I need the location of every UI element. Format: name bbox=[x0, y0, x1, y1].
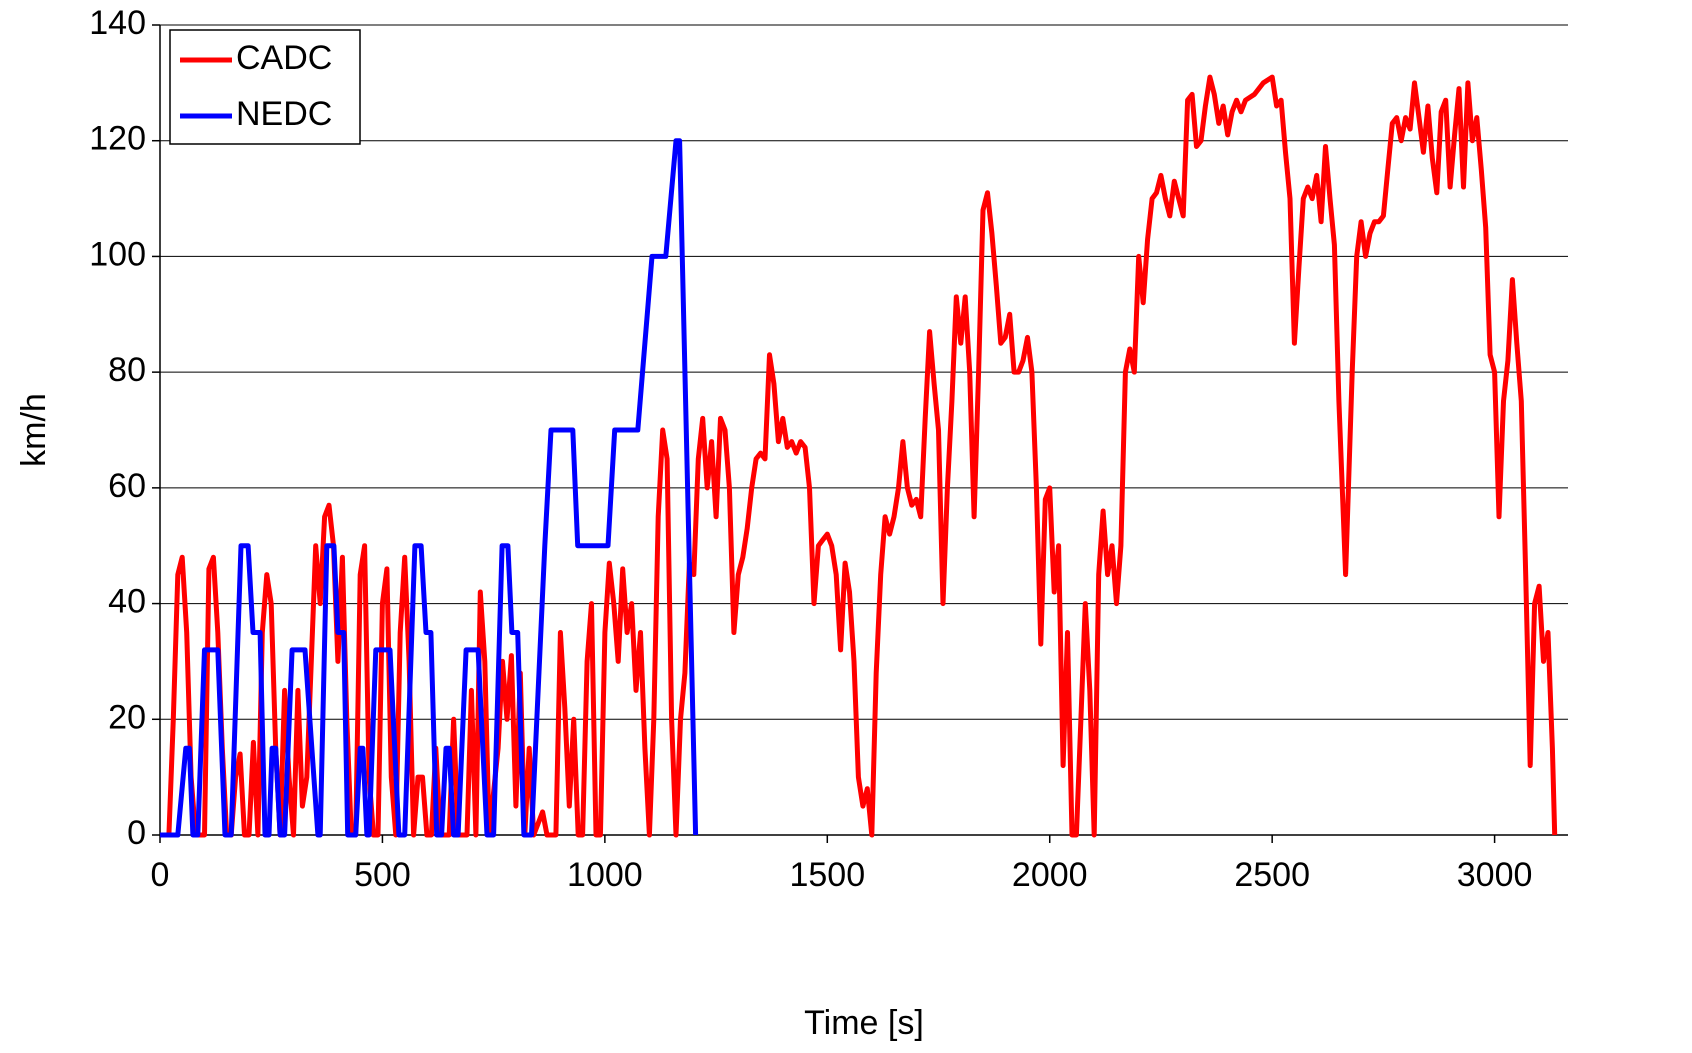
x-tick-label: 2000 bbox=[1012, 856, 1088, 894]
line bbox=[160, 138, 699, 838]
legend-label: NEDC bbox=[236, 95, 332, 133]
x-tick-label: 1000 bbox=[567, 856, 643, 894]
x-tick-label: 2500 bbox=[1234, 856, 1310, 894]
y-axis-label: km/h bbox=[15, 393, 53, 467]
legend-box bbox=[169, 29, 361, 145]
y-tick-label: 20 bbox=[108, 698, 146, 736]
y-tick-label: 40 bbox=[108, 583, 146, 621]
y-tick-label: 120 bbox=[89, 120, 146, 158]
legend-label: CADC bbox=[236, 39, 332, 77]
y-tick-label: 100 bbox=[89, 235, 146, 273]
line bbox=[160, 74, 1558, 838]
y-tick-label: 0 bbox=[127, 814, 146, 852]
y-tick-label: 140 bbox=[89, 4, 146, 42]
y-tick-label: 60 bbox=[108, 467, 146, 505]
y-tick-label: 80 bbox=[108, 351, 146, 389]
x-tick-label: 0 bbox=[151, 856, 170, 894]
x-tick-label: 3000 bbox=[1457, 856, 1533, 894]
x-tick-label: 1500 bbox=[789, 856, 865, 894]
x-tick-label: 500 bbox=[354, 856, 411, 894]
x-axis-label: Time [s] bbox=[804, 1004, 924, 1042]
